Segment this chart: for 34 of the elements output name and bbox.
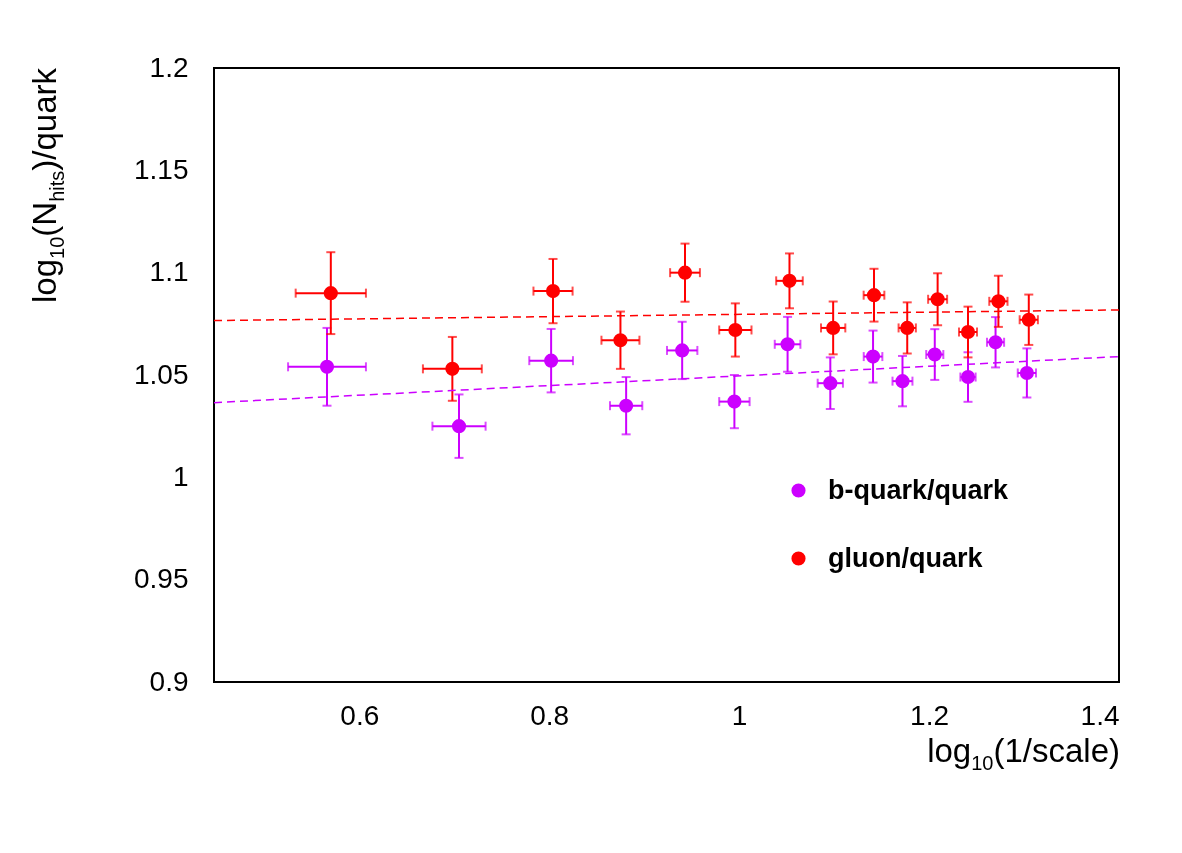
point: [930, 292, 945, 307]
point: [445, 361, 460, 376]
point: [451, 419, 467, 434]
point: [319, 359, 335, 374]
point: [780, 337, 795, 352]
point: [826, 320, 841, 335]
x-tick-label: 0.8: [530, 699, 570, 731]
x-tick-label: 1.4: [1080, 699, 1120, 731]
point: [545, 284, 561, 299]
point: [823, 376, 838, 391]
y-tick-label: 1.1: [149, 256, 189, 288]
point: [677, 265, 693, 280]
legend-label: gluon/quark: [828, 542, 984, 573]
y-tick-label: 1.15: [134, 153, 189, 185]
x-axis-title: log$_{10}$(1/scale): [927, 732, 1120, 775]
point: [675, 343, 690, 358]
point: [728, 322, 743, 338]
point: [782, 273, 797, 288]
point: [613, 333, 628, 348]
point: [866, 288, 882, 303]
point: [323, 286, 338, 301]
point: [895, 374, 910, 389]
point: [727, 394, 742, 409]
y-tick-label: 1.05: [134, 358, 189, 390]
y-tick-label: 0.9: [149, 665, 189, 697]
point: [619, 398, 634, 413]
y-tick-label: 1.2: [149, 51, 189, 83]
x-tick-label: 1.2: [910, 699, 950, 731]
x-tick-label: 0.6: [340, 699, 380, 731]
y-tick-label: 0.95: [134, 563, 189, 595]
y-tick-label: 1: [172, 460, 189, 492]
legend-label: b-quark/quark: [828, 474, 1010, 505]
point: [544, 353, 559, 368]
x-tick-label: 1: [731, 699, 748, 731]
